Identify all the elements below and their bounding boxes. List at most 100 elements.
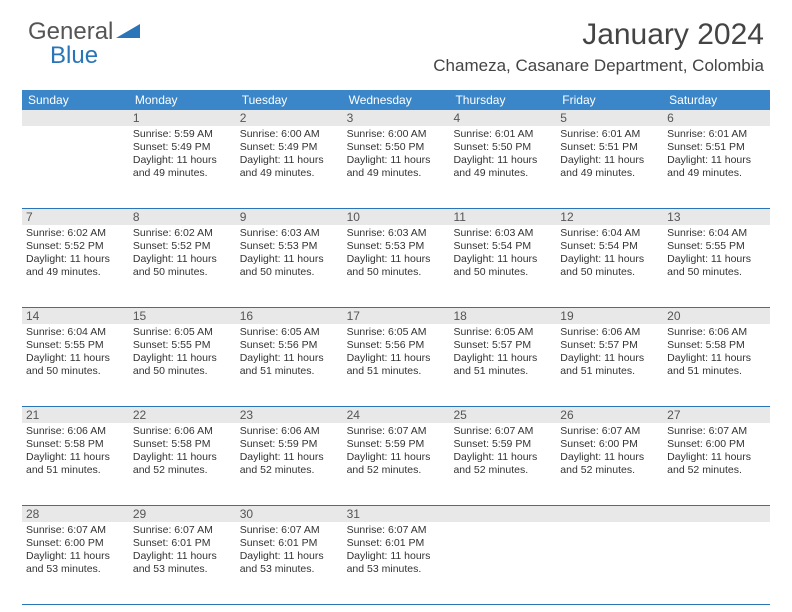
day-info-line: Sunrise: 6:07 AM [347,425,446,438]
day-number: 4 [449,110,556,126]
day-cell: Sunrise: 6:07 AMSunset: 5:59 PMDaylight:… [343,423,450,505]
day-info-line: Sunrise: 6:01 AM [667,128,766,141]
day-info-line: Sunset: 5:54 PM [453,240,552,253]
day-info-line: and 51 minutes. [240,365,339,378]
day-number-row: 123456 [22,110,770,126]
day-cell: Sunrise: 6:07 AMSunset: 6:01 PMDaylight:… [129,522,236,604]
day-cell: Sunrise: 6:07 AMSunset: 5:59 PMDaylight:… [449,423,556,505]
day-number: 29 [129,506,236,522]
day-info-line: Daylight: 11 hours [453,451,552,464]
header: General Blue January 2024 Chameza, Casan… [0,0,792,82]
logo-text-general: General [28,18,113,45]
day-info-line: and 52 minutes. [667,464,766,477]
day-cell: Sunrise: 6:01 AMSunset: 5:50 PMDaylight:… [449,126,556,208]
day-info-line: Sunrise: 6:06 AM [133,425,232,438]
day-cell [449,522,556,604]
day-number-row: 14151617181920 [22,308,770,324]
day-info-line: Sunrise: 6:07 AM [26,524,125,537]
day-number: 1 [129,110,236,126]
day-number: 13 [663,209,770,225]
day-number: 5 [556,110,663,126]
day-info-line: Sunrise: 6:06 AM [667,326,766,339]
day-info-line: Sunset: 6:00 PM [667,438,766,451]
day-info-line: Sunset: 5:52 PM [26,240,125,253]
day-info-line: and 51 minutes. [667,365,766,378]
day-number: 3 [343,110,450,126]
day-info-line: Daylight: 11 hours [133,352,232,365]
day-info-line: Daylight: 11 hours [347,253,446,266]
day-info-line: and 50 minutes. [347,266,446,279]
day-info-line: and 49 minutes. [667,167,766,180]
day-cell [22,126,129,208]
day-info-line: and 51 minutes. [347,365,446,378]
day-number: 22 [129,407,236,423]
day-info-line: and 53 minutes. [133,563,232,576]
day-info-line: Daylight: 11 hours [347,550,446,563]
day-info-line: Daylight: 11 hours [560,154,659,167]
day-info-line: Sunrise: 6:01 AM [453,128,552,141]
day-info-line: Sunrise: 6:04 AM [26,326,125,339]
day-cell: Sunrise: 6:07 AMSunset: 6:00 PMDaylight:… [556,423,663,505]
day-info-line: and 53 minutes. [26,563,125,576]
day-info-line: Daylight: 11 hours [667,154,766,167]
day-info-line: and 49 minutes. [133,167,232,180]
week-row: Sunrise: 6:02 AMSunset: 5:52 PMDaylight:… [22,225,770,308]
day-cell: Sunrise: 6:04 AMSunset: 5:54 PMDaylight:… [556,225,663,307]
day-info-line: Daylight: 11 hours [347,451,446,464]
day-info-line: Sunset: 5:53 PM [347,240,446,253]
day-info-line: Daylight: 11 hours [240,253,339,266]
day-number: 28 [22,506,129,522]
day-number: 27 [663,407,770,423]
day-number-row: 21222324252627 [22,407,770,423]
calendar: Sunday Monday Tuesday Wednesday Thursday… [22,90,770,605]
day-info-line: Sunrise: 6:06 AM [240,425,339,438]
day-info-line: Sunset: 5:49 PM [133,141,232,154]
day-info-line: Sunrise: 6:00 AM [240,128,339,141]
day-number: 12 [556,209,663,225]
day-number: 15 [129,308,236,324]
day-info-line: Daylight: 11 hours [26,451,125,464]
day-number: 7 [22,209,129,225]
day-info-line: Sunset: 5:57 PM [453,339,552,352]
day-info-line: Sunset: 5:50 PM [453,141,552,154]
day-cell: Sunrise: 6:01 AMSunset: 5:51 PMDaylight:… [663,126,770,208]
day-info-line: Sunset: 5:50 PM [347,141,446,154]
day-info-line: Sunset: 5:49 PM [240,141,339,154]
day-cell: Sunrise: 6:00 AMSunset: 5:49 PMDaylight:… [236,126,343,208]
day-cell: Sunrise: 6:03 AMSunset: 5:54 PMDaylight:… [449,225,556,307]
day-info-line: and 52 minutes. [560,464,659,477]
day-info-line: Sunset: 6:00 PM [560,438,659,451]
day-info-line: and 49 minutes. [560,167,659,180]
day-number [449,506,556,522]
day-number-row: 28293031 [22,506,770,522]
day-info-line: and 50 minutes. [560,266,659,279]
day-info-line: Daylight: 11 hours [453,352,552,365]
day-info-line: Sunrise: 6:01 AM [560,128,659,141]
day-number: 11 [449,209,556,225]
day-info-line: Daylight: 11 hours [133,253,232,266]
day-cell: Sunrise: 6:03 AMSunset: 5:53 PMDaylight:… [343,225,450,307]
day-info-line: and 52 minutes. [453,464,552,477]
weekday-header: Wednesday [343,90,450,110]
day-info-line: and 53 minutes. [240,563,339,576]
day-number: 30 [236,506,343,522]
day-number: 19 [556,308,663,324]
day-cell: Sunrise: 6:06 AMSunset: 5:58 PMDaylight:… [129,423,236,505]
day-info-line: Sunset: 5:55 PM [133,339,232,352]
day-info-line: Sunrise: 6:05 AM [133,326,232,339]
day-cell: Sunrise: 6:00 AMSunset: 5:50 PMDaylight:… [343,126,450,208]
day-cell: Sunrise: 6:05 AMSunset: 5:56 PMDaylight:… [236,324,343,406]
day-info-line: Daylight: 11 hours [560,451,659,464]
day-cell: Sunrise: 6:06 AMSunset: 5:57 PMDaylight:… [556,324,663,406]
day-cell: Sunrise: 6:07 AMSunset: 6:00 PMDaylight:… [663,423,770,505]
logo-triangle-icon [116,24,142,40]
day-info-line: and 50 minutes. [26,365,125,378]
day-info-line: Sunset: 6:00 PM [26,537,125,550]
day-cell: Sunrise: 6:05 AMSunset: 5:55 PMDaylight:… [129,324,236,406]
day-cell: Sunrise: 6:07 AMSunset: 6:00 PMDaylight:… [22,522,129,604]
day-number: 25 [449,407,556,423]
day-info-line: Sunrise: 5:59 AM [133,128,232,141]
day-info-line: Sunrise: 6:05 AM [453,326,552,339]
day-number-row: 78910111213 [22,209,770,225]
day-info-line: Daylight: 11 hours [26,352,125,365]
